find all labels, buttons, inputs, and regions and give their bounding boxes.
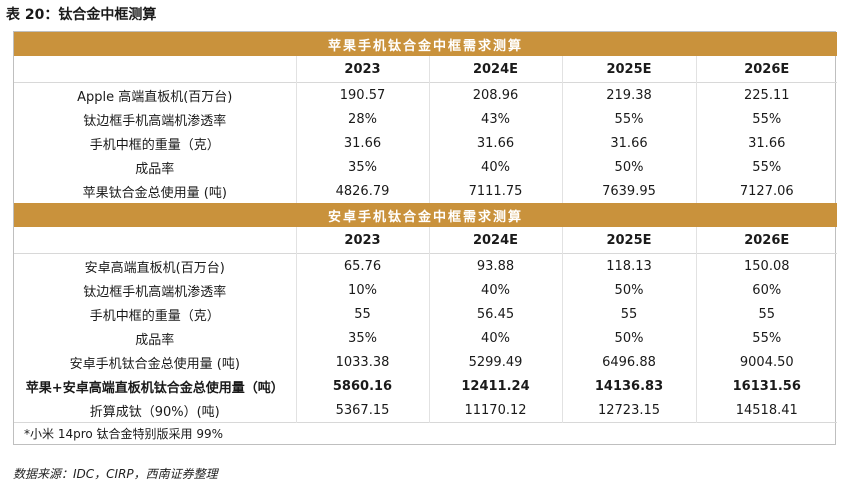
cell-value: 16131.56	[695, 374, 838, 398]
cell-value: 14136.83	[561, 374, 696, 398]
cell-value: 50%	[561, 326, 696, 350]
cell-value: 31.66	[695, 131, 838, 155]
cell-value: 7127.06	[695, 179, 838, 203]
table-row: Apple 高端直板机(百万台) 190.57 208.96 219.38 22…	[14, 82, 838, 107]
cell-value: 56.45	[428, 302, 562, 326]
cell-value: 5299.49	[428, 350, 562, 374]
cell-value: 12411.24	[428, 374, 562, 398]
cell-value: 9004.50	[695, 350, 838, 374]
cell-value: 5860.16	[295, 374, 429, 398]
row-label: Apple 高端直板机(百万台)	[14, 82, 296, 107]
cell-value: 4826.79	[295, 179, 429, 203]
cell-value: 31.66	[428, 131, 562, 155]
table-title: 表 20：钛合金中框测算	[6, 7, 157, 23]
cell-value: 35%	[295, 326, 429, 350]
cell-value: 43%	[428, 107, 562, 131]
cell-value: 219.38	[561, 82, 696, 107]
cell-value: 55	[695, 302, 838, 326]
year-header-row: 2023 2024E 2025E 2026E	[14, 56, 838, 83]
cell-value: 60%	[695, 278, 838, 302]
cell-value: 208.96	[428, 82, 562, 107]
cell-value: 225.11	[695, 82, 838, 107]
cell-value: 50%	[561, 278, 696, 302]
cell-value: 7111.75	[428, 179, 562, 203]
row-label: 成品率	[135, 161, 175, 177]
source-note: 数据来源：IDC，CIRP，西南证券整理	[13, 467, 218, 481]
cell-value: 50%	[561, 155, 696, 179]
row-label: 钛边框手机高端机渗透率	[83, 284, 227, 300]
cell-value: 65.76	[295, 253, 429, 278]
cell-value: 40%	[428, 278, 562, 302]
row-label: 手机中框的重量（克）	[89, 308, 220, 324]
cell-value: 35%	[295, 155, 429, 179]
table-row: 成品率 35% 40% 50% 55%	[14, 326, 838, 350]
year-header: 2025E	[561, 56, 696, 83]
cell-value: 31.66	[295, 131, 429, 155]
table-row: 钛边框手机高端机渗透率 10% 40% 50% 60%	[14, 278, 838, 302]
section-header-label: 苹果手机钛合金中框需求测算	[14, 32, 838, 56]
cell-value: 55%	[695, 107, 838, 131]
row-label: 安卓高端直板机(百万台)	[14, 253, 296, 278]
table-row: 手机中框的重量（克） 55 56.45 55 55	[14, 302, 838, 326]
cell-value: 40%	[428, 326, 562, 350]
cell-value: 11170.12	[428, 398, 562, 423]
section-header-apple: 苹果手机钛合金中框需求测算	[14, 32, 838, 56]
table-row: 成品率 35% 40% 50% 55%	[14, 155, 838, 179]
cell-value: 7639.95	[561, 179, 696, 203]
cell-value: 1033.38	[295, 350, 429, 374]
cell-value: 12723.15	[561, 398, 696, 423]
cell-value: 55	[295, 302, 429, 326]
cell-value: 10%	[295, 278, 429, 302]
footnote-row: *小米 14pro 钛合金特别版采用 99%	[14, 422, 838, 444]
section-header-label: 安卓手机钛合金中框需求测算	[14, 203, 838, 227]
cell-value: 55%	[561, 107, 696, 131]
cell-value: 28%	[295, 107, 429, 131]
row-label: 苹果钛合金总使用量 (吨)	[82, 185, 227, 201]
year-header: 2023	[295, 227, 429, 254]
section-header-android: 安卓手机钛合金中框需求测算	[14, 203, 838, 227]
year-header: 2026E	[695, 56, 838, 83]
cell-value: 6496.88	[561, 350, 696, 374]
cell-value: 150.08	[695, 253, 838, 278]
row-label: 折算成钛（90%）(吨)	[89, 404, 220, 420]
year-header: 2026E	[695, 227, 838, 254]
cell-value: 55%	[695, 326, 838, 350]
cell-value: 93.88	[428, 253, 562, 278]
cell-value: 31.66	[561, 131, 696, 155]
cell-value: 190.57	[295, 82, 429, 107]
row-label: 安卓手机钛合金总使用量 (吨)	[69, 356, 240, 372]
cell-value: 40%	[428, 155, 562, 179]
cell-value: 5367.15	[295, 398, 429, 423]
row-label: 成品率	[135, 332, 175, 348]
year-header: 2025E	[561, 227, 696, 254]
year-header: 2023	[295, 56, 429, 83]
year-header: 2024E	[428, 227, 562, 254]
table-row: 手机中框的重量（克） 31.66 31.66 31.66 31.66	[14, 131, 838, 155]
table-row: 苹果钛合金总使用量 (吨) 4826.79 7111.75 7639.95 71…	[14, 179, 838, 203]
cell-value: 118.13	[561, 253, 696, 278]
data-table: 苹果手机钛合金中框需求测算 2023 2024E 2025E 2026E App…	[13, 31, 838, 445]
cell-value: 55	[561, 302, 696, 326]
table-row: 安卓高端直板机(百万台) 65.76 93.88 118.13 150.08	[14, 253, 838, 278]
table-row: 钛边框手机高端机渗透率 28% 43% 55% 55%	[14, 107, 838, 131]
year-header-row: 2023 2024E 2025E 2026E	[14, 227, 838, 254]
year-header: 2024E	[428, 56, 562, 83]
cell-value: 14518.41	[695, 398, 838, 423]
table-row: 安卓手机钛合金总使用量 (吨) 1033.38 5299.49 6496.88 …	[14, 350, 838, 374]
cell-value: 55%	[695, 155, 838, 179]
row-label: 手机中框的重量（克）	[89, 137, 220, 153]
total-row: 苹果+安卓高端直板机钛合金总使用量（吨） 5860.16 12411.24 14…	[14, 374, 838, 398]
row-label: 苹果+安卓高端直板机钛合金总使用量（吨）	[25, 380, 284, 396]
footnote: *小米 14pro 钛合金特别版采用 99%	[14, 422, 838, 444]
converted-row: 折算成钛（90%）(吨) 5367.15 11170.12 12723.15 1…	[14, 398, 838, 423]
row-label: 钛边框手机高端机渗透率	[83, 113, 227, 129]
